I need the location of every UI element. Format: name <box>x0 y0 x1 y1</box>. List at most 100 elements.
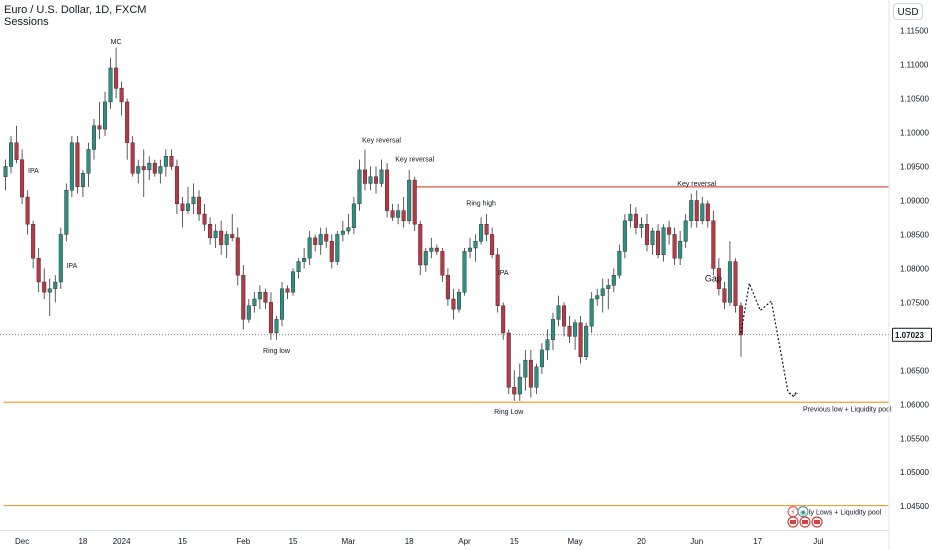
candle[interactable] <box>141 149 146 198</box>
candle[interactable] <box>556 295 561 327</box>
candle[interactable] <box>130 135 135 177</box>
candle[interactable] <box>512 370 517 401</box>
candle[interactable] <box>501 302 506 340</box>
globe-icon[interactable]: ◉ <box>797 506 809 518</box>
candle[interactable] <box>340 220 345 242</box>
candle[interactable] <box>368 166 373 191</box>
candle[interactable] <box>578 315 583 364</box>
candle[interactable] <box>329 234 334 269</box>
candle[interactable] <box>528 349 533 398</box>
candle[interactable] <box>683 214 688 249</box>
lightning-icon[interactable]: ⚡ <box>787 506 799 518</box>
candle[interactable] <box>280 281 285 327</box>
candle[interactable] <box>224 231 229 259</box>
candle[interactable] <box>379 159 384 187</box>
candle[interactable] <box>351 197 356 235</box>
candle[interactable] <box>550 312 555 350</box>
candle[interactable] <box>617 244 622 279</box>
candle[interactable] <box>584 322 589 361</box>
candle[interactable] <box>191 183 196 215</box>
candle[interactable] <box>14 125 19 164</box>
candle[interactable] <box>412 176 417 232</box>
candle[interactable] <box>401 197 406 228</box>
candle[interactable] <box>263 288 268 310</box>
candle[interactable] <box>69 135 74 198</box>
candle[interactable] <box>357 159 362 211</box>
candle[interactable] <box>451 288 456 320</box>
candle[interactable] <box>462 248 467 296</box>
candle[interactable] <box>711 210 716 276</box>
candle[interactable] <box>241 265 246 330</box>
candle[interactable] <box>722 281 727 310</box>
candle[interactable] <box>219 220 224 255</box>
candle[interactable] <box>86 142 91 187</box>
candle[interactable] <box>733 258 738 313</box>
candle[interactable] <box>456 288 461 313</box>
candle[interactable] <box>152 159 157 177</box>
candle[interactable] <box>313 234 318 252</box>
candle[interactable] <box>396 203 401 225</box>
candle[interactable] <box>268 292 273 340</box>
candle[interactable] <box>639 217 644 238</box>
candle[interactable] <box>672 227 677 265</box>
candle[interactable] <box>628 203 633 228</box>
candle[interactable] <box>429 237 434 259</box>
candle[interactable] <box>103 91 108 136</box>
candle[interactable] <box>169 149 174 170</box>
candle[interactable] <box>495 248 500 313</box>
candle[interactable] <box>644 214 649 252</box>
candle[interactable] <box>274 315 279 340</box>
candle[interactable] <box>25 190 30 235</box>
flag-icon[interactable] <box>799 516 811 528</box>
candle[interactable] <box>418 220 423 276</box>
candle[interactable] <box>678 231 683 265</box>
candle[interactable] <box>163 149 168 177</box>
candle[interactable] <box>517 363 522 401</box>
candle[interactable] <box>362 149 367 191</box>
candle[interactable] <box>656 224 661 259</box>
candle[interactable] <box>252 292 257 313</box>
candle[interactable] <box>506 329 511 395</box>
candle[interactable] <box>661 224 666 262</box>
candle[interactable] <box>108 57 113 109</box>
candle[interactable] <box>727 241 732 306</box>
candle[interactable] <box>324 227 329 249</box>
candle[interactable] <box>539 343 544 374</box>
flag-icon[interactable] <box>811 516 823 528</box>
candle[interactable] <box>490 227 495 259</box>
candle[interactable] <box>58 227 63 289</box>
candle[interactable] <box>80 169 85 198</box>
candle[interactable] <box>125 98 130 160</box>
candle[interactable] <box>246 298 251 323</box>
candle[interactable] <box>595 288 600 306</box>
candle[interactable] <box>716 258 721 296</box>
candle[interactable] <box>136 159 141 184</box>
candle[interactable] <box>197 190 202 221</box>
candle[interactable] <box>600 278 605 313</box>
candle[interactable] <box>473 234 478 262</box>
candle[interactable] <box>705 200 710 228</box>
candle[interactable] <box>42 268 47 299</box>
candle[interactable] <box>606 278 611 310</box>
candle[interactable] <box>534 363 539 395</box>
candle[interactable] <box>468 237 473 259</box>
candle[interactable] <box>346 214 351 235</box>
candle[interactable] <box>335 231 340 265</box>
candle[interactable] <box>589 292 594 333</box>
candle[interactable] <box>147 156 152 181</box>
candle[interactable] <box>64 183 69 242</box>
candle[interactable] <box>213 224 218 249</box>
candle[interactable] <box>185 186 190 215</box>
candle[interactable] <box>36 248 41 293</box>
candle[interactable] <box>700 197 705 225</box>
candle[interactable] <box>423 248 428 272</box>
candle[interactable] <box>479 217 484 245</box>
candle[interactable] <box>53 275 58 303</box>
candle[interactable] <box>202 203 207 232</box>
flag-icon[interactable] <box>787 516 799 528</box>
candle[interactable] <box>158 159 163 184</box>
candle[interactable] <box>573 319 578 350</box>
candle[interactable] <box>174 159 179 215</box>
candle[interactable] <box>407 169 412 225</box>
